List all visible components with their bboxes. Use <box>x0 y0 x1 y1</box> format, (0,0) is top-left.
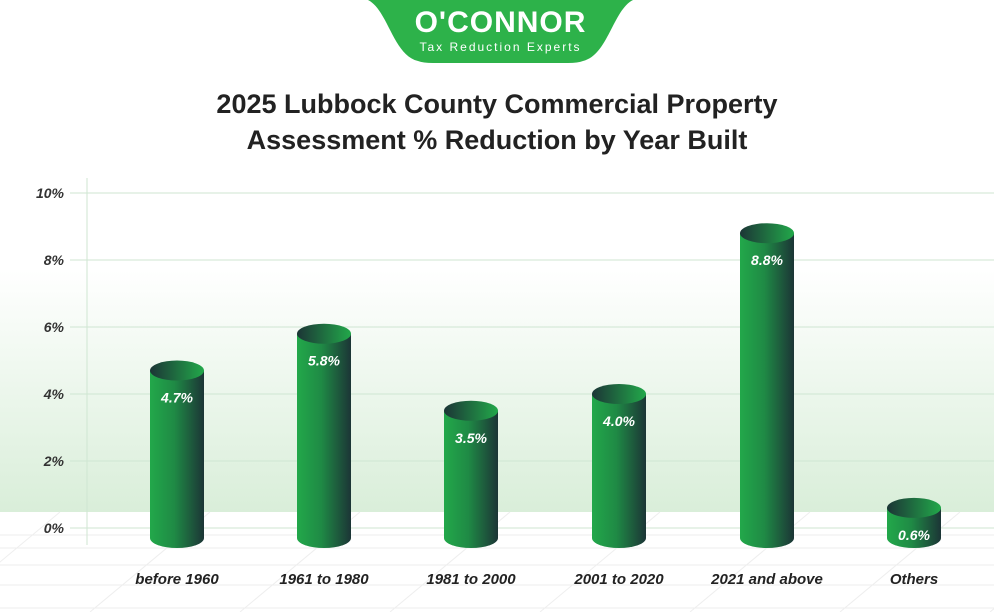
data-label: 3.5% <box>455 430 487 446</box>
y-tick-label: 2% <box>43 453 65 469</box>
data-label: 0.6% <box>898 527 930 543</box>
y-tick-label: 4% <box>43 386 65 402</box>
y-tick-label: 10% <box>36 185 65 201</box>
bar-top <box>887 498 941 518</box>
data-label: 4.0% <box>602 413 635 429</box>
bar-top <box>592 384 646 404</box>
data-label: 8.8% <box>751 252 783 268</box>
bar-before-1960: 4.7% <box>150 361 204 548</box>
bar-2021-and-above: 8.8% <box>740 223 794 548</box>
bar-top <box>740 223 794 243</box>
data-label: 4.7% <box>160 390 193 406</box>
bar-others: 0.6% <box>887 498 941 548</box>
y-tick-label: 8% <box>44 252 65 268</box>
bar-1981-to-2000: 3.5% <box>444 401 498 548</box>
x-tick-label: 1961 to 1980 <box>279 571 369 588</box>
x-tick-label: 1981 to 2000 <box>426 571 516 588</box>
y-tick-label: 6% <box>44 319 65 335</box>
x-tick-label: 2001 to 2020 <box>573 571 664 588</box>
floor-line <box>990 512 994 612</box>
bar-top <box>297 324 351 344</box>
bar-top <box>444 401 498 421</box>
bar-2001-to-2020: 4.0% <box>592 384 646 548</box>
data-label: 5.8% <box>308 353 340 369</box>
bar-body <box>740 233 794 548</box>
x-tick-label: 2021 and above <box>710 571 823 588</box>
x-tick-label: before 1960 <box>135 571 219 588</box>
bars: 4.7% 5.8% 3.5% 4.0% 8.8% 0.6% <box>150 223 941 548</box>
y-tick-label: 0% <box>44 520 65 536</box>
bar-top <box>150 361 204 381</box>
x-tick-label: Others <box>890 571 938 588</box>
bar-1961-to-1980: 5.8% <box>297 324 351 548</box>
